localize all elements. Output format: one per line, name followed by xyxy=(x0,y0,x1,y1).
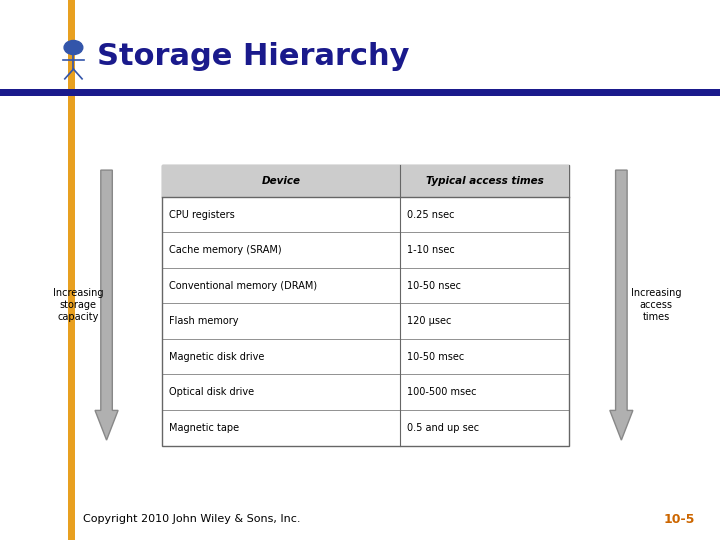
Text: 100-500 msec: 100-500 msec xyxy=(408,387,477,397)
Text: Device: Device xyxy=(261,176,300,186)
Text: Copyright 2010 John Wiley & Sons, Inc.: Copyright 2010 John Wiley & Sons, Inc. xyxy=(83,515,300,524)
FancyArrow shape xyxy=(610,170,633,440)
Bar xyxy=(0,89,720,96)
Text: Typical access times: Typical access times xyxy=(426,176,544,186)
Bar xyxy=(162,165,569,446)
Text: Conventional memory (DRAM): Conventional memory (DRAM) xyxy=(169,281,318,291)
Text: Storage Hierarchy: Storage Hierarchy xyxy=(97,42,410,71)
FancyArrow shape xyxy=(95,170,118,440)
Bar xyxy=(162,165,569,197)
Text: Flash memory: Flash memory xyxy=(169,316,239,326)
Text: 120 μsec: 120 μsec xyxy=(408,316,451,326)
Text: Optical disk drive: Optical disk drive xyxy=(169,387,254,397)
Text: 0.25 nsec: 0.25 nsec xyxy=(408,210,454,220)
Text: 0.5 and up sec: 0.5 and up sec xyxy=(408,423,480,433)
Text: 10-50 msec: 10-50 msec xyxy=(408,352,464,362)
Text: Increasing
storage
capacity: Increasing storage capacity xyxy=(53,288,103,322)
Text: 10-50 nsec: 10-50 nsec xyxy=(408,281,462,291)
Text: Magnetic disk drive: Magnetic disk drive xyxy=(169,352,264,362)
Text: CPU registers: CPU registers xyxy=(169,210,235,220)
Text: Cache memory (SRAM): Cache memory (SRAM) xyxy=(169,245,282,255)
Text: 10-5: 10-5 xyxy=(663,513,695,526)
Text: 1-10 nsec: 1-10 nsec xyxy=(408,245,455,255)
Bar xyxy=(68,0,75,540)
Text: Increasing
access
times: Increasing access times xyxy=(631,288,681,322)
Text: Magnetic tape: Magnetic tape xyxy=(169,423,239,433)
Circle shape xyxy=(64,40,83,55)
